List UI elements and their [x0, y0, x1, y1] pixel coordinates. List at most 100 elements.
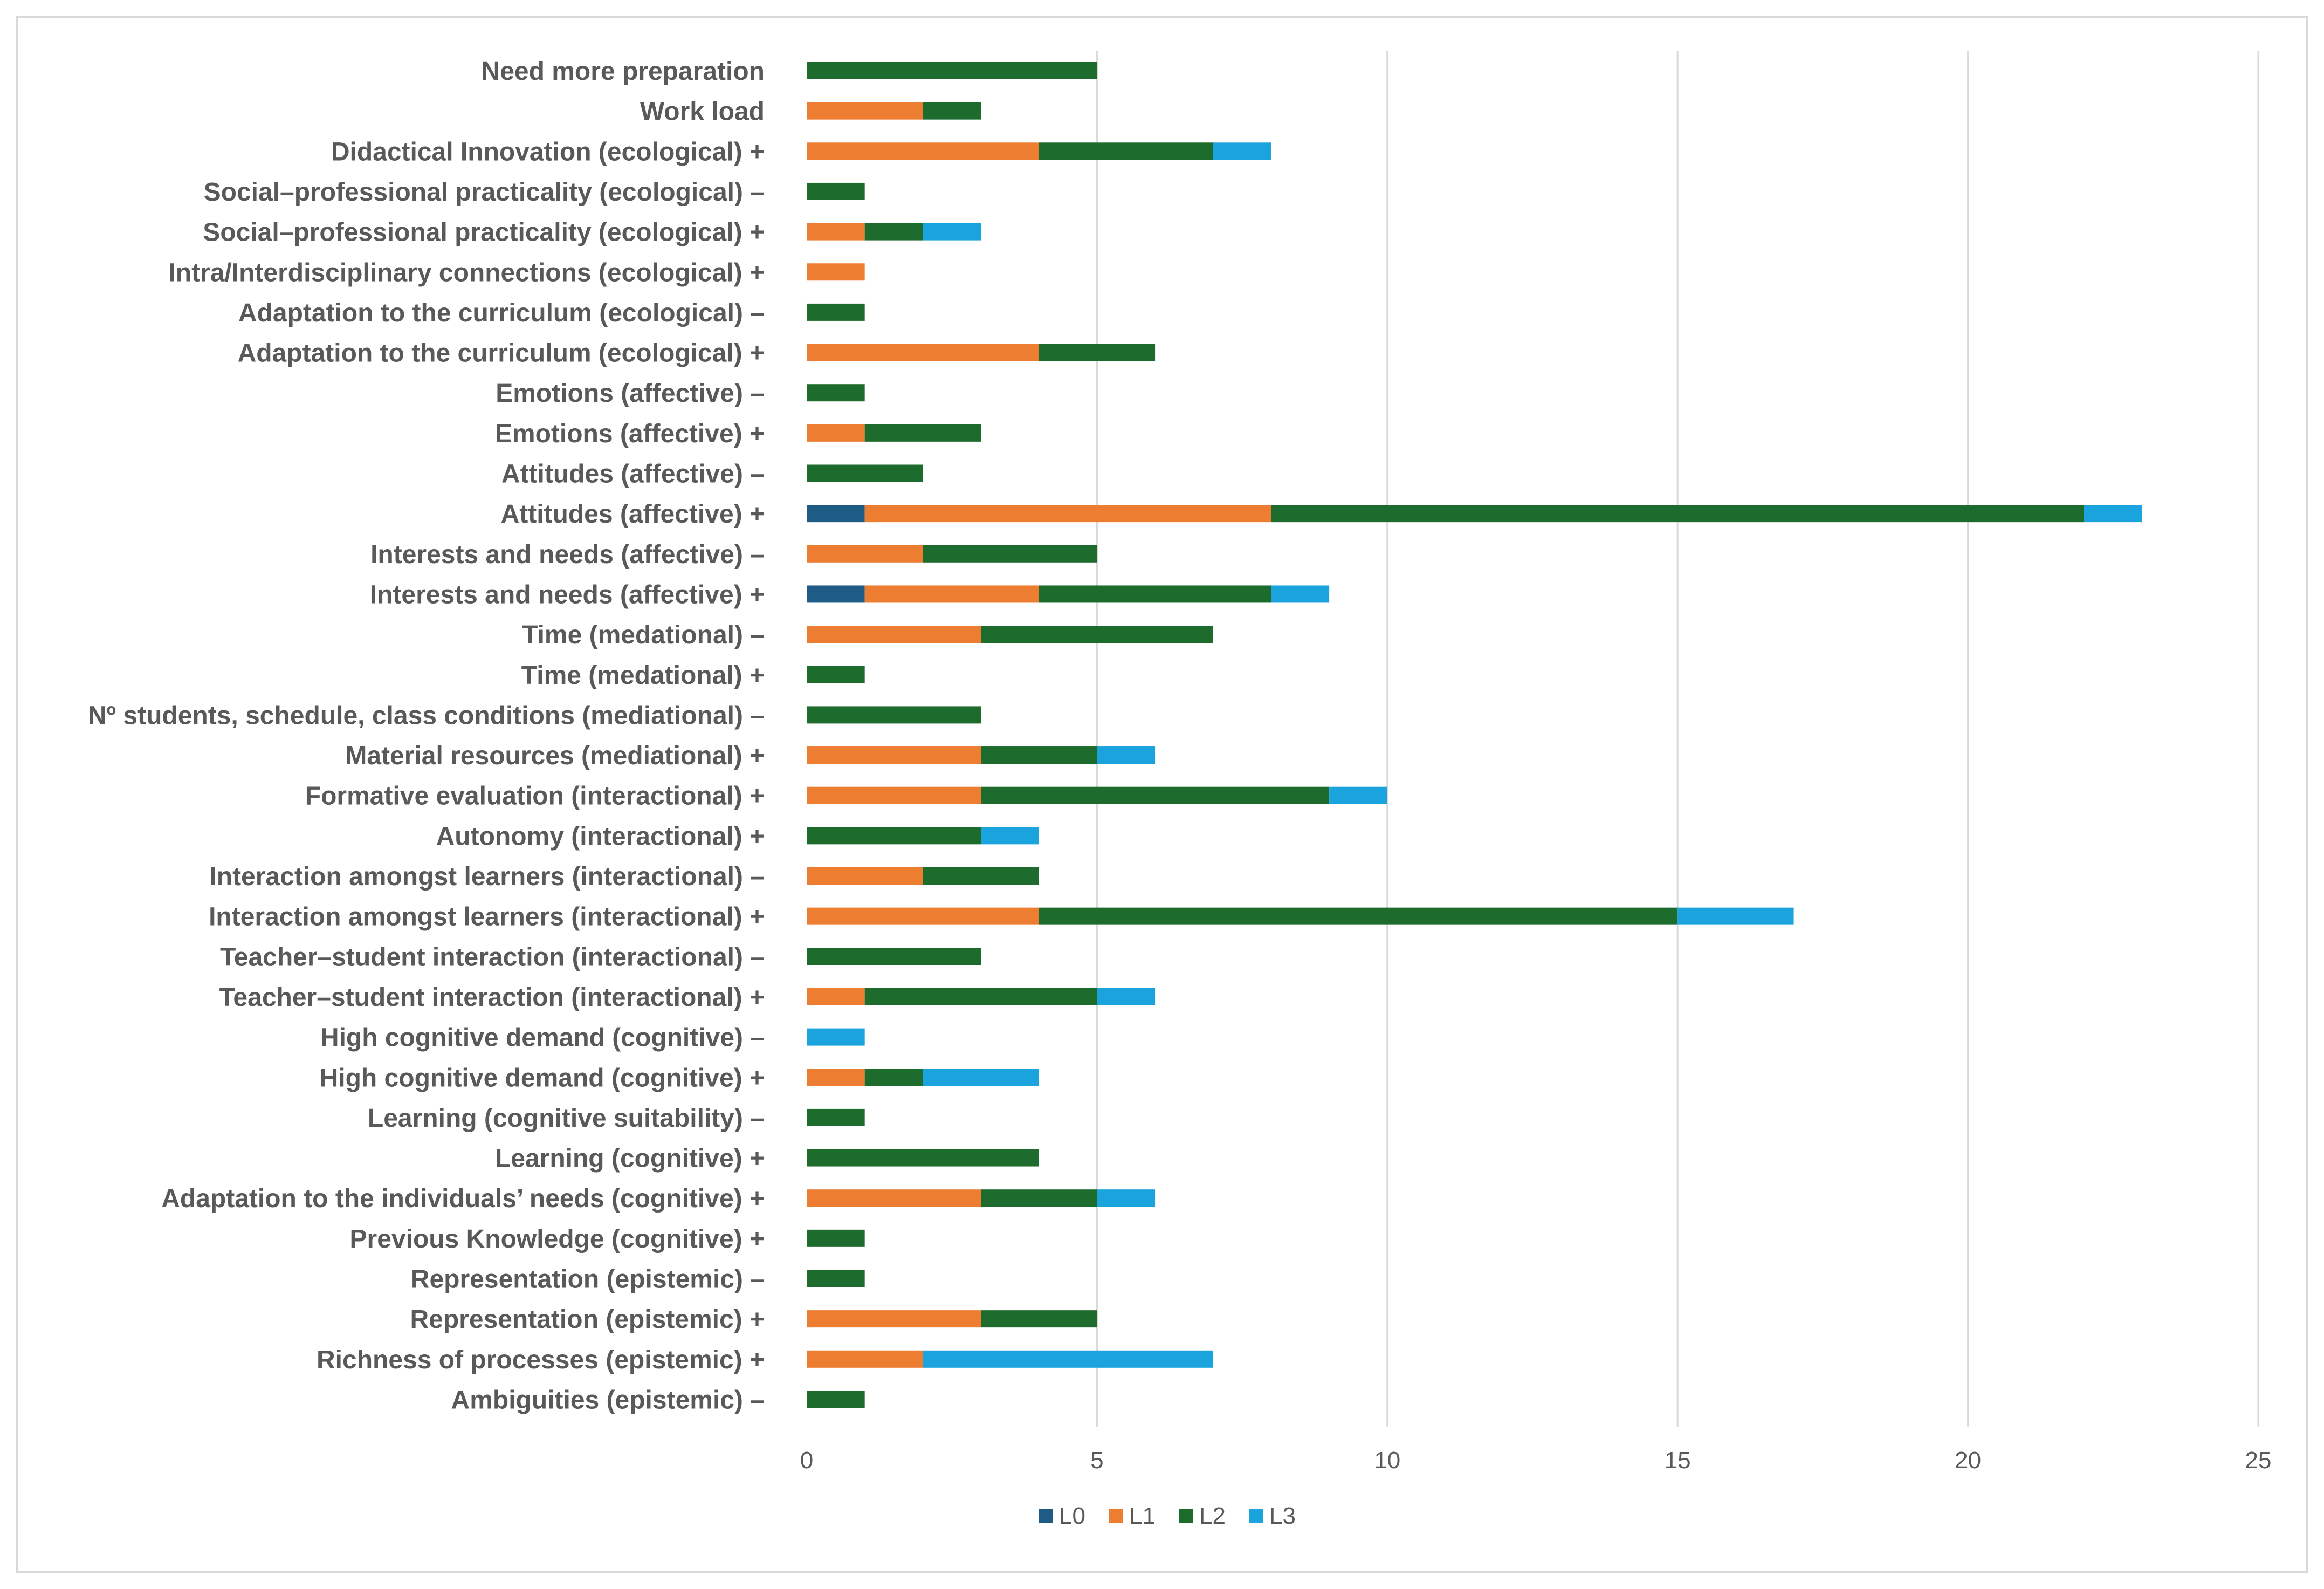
bar-L2-28 — [981, 1189, 1097, 1207]
bar-L2-25 — [864, 1069, 923, 1086]
bar-L1-5 — [807, 263, 865, 281]
category-label: Didactical Innovation (ecological) + — [331, 138, 765, 166]
category-label: Previous Knowledge (cognitive) + — [350, 1225, 765, 1254]
bar-L2-30 — [807, 1270, 865, 1287]
category-label: Teacher–student interaction (interaction… — [220, 943, 765, 971]
category-label: Nº students, schedule, class conditions … — [88, 701, 765, 730]
category-label: Need more preparation — [482, 57, 765, 86]
category-label: Richness of processes (epistemic) + — [317, 1346, 765, 1374]
bar-L1-21 — [807, 907, 1039, 925]
category-label: Interests and needs (affective) + — [370, 580, 765, 609]
bar-L1-28 — [807, 1189, 981, 1207]
bar-L2-4 — [864, 223, 923, 241]
bar-L2-12 — [923, 545, 1097, 563]
bar-L1-17 — [807, 746, 981, 764]
bar-L3-19 — [981, 827, 1039, 845]
legend-label-L1: L1 — [1129, 1503, 1156, 1529]
bar-L3-11 — [2084, 505, 2142, 523]
bar-L1-32 — [807, 1350, 923, 1368]
bar-L1-25 — [807, 1069, 865, 1086]
legend-swatch-L0 — [1039, 1509, 1053, 1523]
bar-L2-20 — [923, 867, 1039, 885]
category-label: Material resources (mediational) + — [345, 742, 765, 770]
category-label: Intra/Interdisciplinary connections (eco… — [168, 258, 765, 287]
bar-L2-8 — [807, 384, 865, 402]
legend-swatch-L1 — [1109, 1509, 1123, 1523]
bar-L2-3 — [807, 182, 865, 200]
bar-L2-17 — [981, 746, 1097, 764]
bar-L2-21 — [1039, 907, 1678, 925]
category-label: Adaptation to the individuals’ needs (co… — [161, 1184, 765, 1213]
bars — [807, 62, 2142, 1408]
bar-L2-0 — [807, 62, 1097, 79]
bar-L2-15 — [807, 666, 865, 683]
category-label: High cognitive demand (cognitive) – — [320, 1024, 765, 1052]
bar-L1-1 — [807, 102, 923, 120]
bar-L3-25 — [923, 1069, 1039, 1086]
legend-swatch-L2 — [1179, 1509, 1193, 1523]
bar-L1-13 — [864, 585, 1039, 603]
bar-L3-21 — [1677, 907, 1794, 925]
bar-L3-17 — [1097, 746, 1156, 764]
category-label: Emotions (affective) – — [496, 379, 765, 408]
category-label: Interests and needs (affective) – — [370, 540, 765, 569]
category-label: Representation (epistemic) – — [411, 1265, 765, 1294]
category-label: Adaptation to the curriculum (ecological… — [238, 339, 765, 368]
category-label: Interaction amongst learners (interactio… — [209, 903, 765, 932]
bar-L2-18 — [981, 786, 1330, 804]
category-label: Teacher–student interaction (interaction… — [219, 983, 765, 1012]
bar-L3-13 — [1271, 585, 1330, 603]
bar-L0-11 — [807, 505, 865, 523]
bar-L2-23 — [864, 988, 1097, 1005]
category-label: Social–professional practicality (ecolog… — [204, 178, 765, 207]
bar-L1-11 — [864, 505, 1271, 523]
category-label: Social–professional practicality (ecolog… — [203, 218, 765, 247]
legend-swatch-L3 — [1249, 1509, 1263, 1523]
bar-L2-14 — [981, 626, 1213, 643]
category-label: Formative evaluation (interactional) + — [305, 782, 765, 811]
category-label: Attitudes (affective) + — [501, 500, 765, 529]
bar-L3-18 — [1329, 786, 1387, 804]
bar-L3-23 — [1097, 988, 1156, 1005]
bar-L1-20 — [807, 867, 923, 885]
category-label: Learning (cognitive) + — [495, 1145, 765, 1173]
category-label: Ambiguities (epistemic) – — [451, 1386, 765, 1414]
bar-L2-7 — [1039, 344, 1156, 361]
category-label: Attitudes (affective) – — [501, 460, 765, 489]
bar-L2-6 — [807, 303, 865, 321]
bar-L3-2 — [1213, 142, 1271, 160]
bar-L2-16 — [807, 706, 981, 724]
bar-L3-32 — [923, 1350, 1213, 1368]
bar-L3-28 — [1097, 1189, 1156, 1207]
bar-L1-14 — [807, 626, 981, 643]
bar-L2-29 — [807, 1229, 865, 1247]
legend: L0 L1 L2 L3 — [1039, 1503, 1296, 1529]
bar-L2-1 — [923, 102, 981, 120]
x-tick-label: 25 — [2245, 1447, 2272, 1474]
x-tick-label: 10 — [1374, 1447, 1400, 1474]
category-labels: Need more preparation Work load Didactical… — [88, 57, 765, 1414]
bar-L2-11 — [1271, 505, 2084, 523]
legend-label-L0: L0 — [1059, 1503, 1085, 1529]
category-label: Time (medational) + — [521, 661, 765, 690]
bar-L1-12 — [807, 545, 923, 563]
category-label: Representation (epistemic) + — [410, 1305, 765, 1334]
x-tick-label: 15 — [1665, 1447, 1691, 1474]
category-label: Learning (cognitive suitability) – — [368, 1104, 765, 1133]
category-label: Emotions (affective) + — [495, 420, 765, 448]
x-tick-label: 5 — [1090, 1447, 1103, 1474]
bar-L1-18 — [807, 786, 981, 804]
bar-L2-10 — [807, 464, 923, 482]
bar-L2-27 — [807, 1149, 1039, 1167]
x-tick-label: 0 — [800, 1447, 813, 1474]
gridlines — [1096, 51, 2259, 1427]
bar-L1-7 — [807, 344, 1039, 361]
bar-L1-23 — [807, 988, 865, 1005]
bar-L0-13 — [807, 585, 865, 603]
bar-L1-31 — [807, 1310, 981, 1328]
bar-L2-33 — [807, 1391, 865, 1408]
bar-L2-26 — [807, 1108, 865, 1126]
bar-L1-2 — [807, 142, 1039, 160]
category-label: Interaction amongst learners (interactio… — [209, 862, 765, 891]
